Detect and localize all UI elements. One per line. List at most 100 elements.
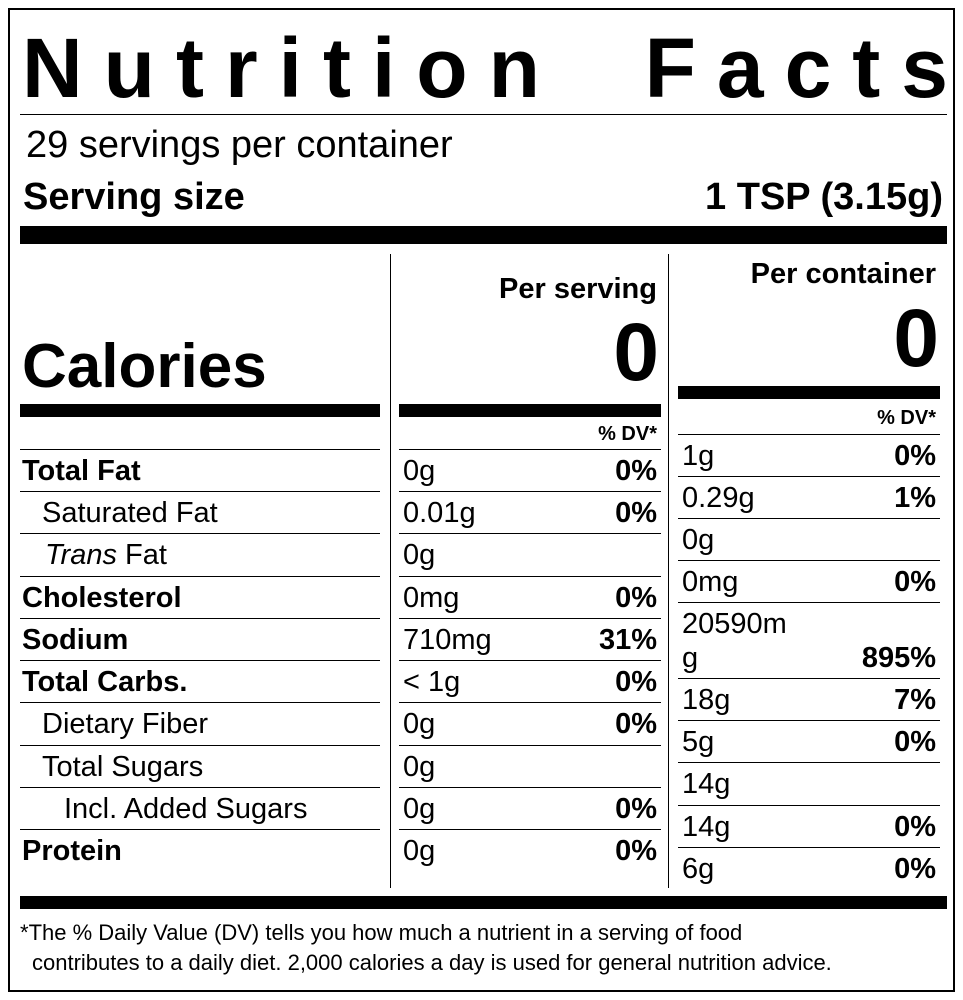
container-amount-sodium-line1: 20590m — [682, 608, 787, 640]
trans-italic: Trans — [45, 539, 117, 571]
container-amount-total-fat: 1g — [682, 440, 715, 472]
serving-amount-total-fat: 0g — [403, 455, 436, 487]
serving-dv-protein: 0% — [615, 835, 657, 867]
serving-amount-cholesterol: 0mg — [403, 582, 460, 614]
container-amount-added-sugars: 14g — [682, 811, 731, 843]
serving-dv-cholesterol: 0% — [615, 582, 657, 614]
serving-dv-added-sugars: 0% — [615, 793, 657, 825]
rule-container — [678, 560, 940, 561]
serving-amount-total-sugars: 0g — [403, 751, 436, 783]
rule-serving — [399, 491, 661, 492]
rule-left — [20, 702, 380, 703]
calories-per-container: 0 — [893, 293, 939, 384]
nutrient-label-cholesterol: Cholesterol — [22, 582, 182, 614]
container-amount-protein: 6g — [682, 853, 715, 885]
servings-per-container: 29 servings per container — [26, 124, 453, 166]
rule-container — [678, 762, 940, 763]
container-dv-cholesterol: 0% — [894, 566, 936, 598]
footnote-text1: The % Daily Value (DV) tells you how muc… — [28, 920, 743, 945]
nutrient-label-added-sugars: Incl. Added Sugars — [64, 793, 308, 825]
calories-rule-container — [678, 386, 940, 399]
nutrition-label-frame — [8, 8, 955, 992]
rule-left — [20, 449, 380, 450]
container-dv-saturated-fat: 1% — [894, 482, 936, 514]
container-dv-dietary-fiber: 0% — [894, 726, 936, 758]
container-dv-total-carbs: 7% — [894, 684, 936, 716]
dv-header-container: % DV* — [877, 407, 936, 429]
container-amount-total-sugars: 14g — [682, 768, 731, 800]
nutrient-label-sodium: Sodium — [22, 624, 129, 656]
nutrient-label-total-carbs: Total Carbs. — [22, 666, 188, 698]
rule-serving — [399, 449, 661, 450]
rule-serving — [399, 533, 661, 534]
footnote-line1: *The % Daily Value (DV) tells you how mu… — [20, 918, 832, 948]
calories-rule-left — [20, 404, 380, 417]
rule-container — [678, 476, 940, 477]
serving-size-label: Serving size — [23, 176, 245, 218]
serving-amount-saturated-fat: 0.01g — [403, 497, 476, 529]
rule-left — [20, 576, 380, 577]
container-amount-sodium-line2: g — [682, 642, 699, 674]
dv-header-serving: % DV* — [598, 423, 657, 445]
rule-left — [20, 787, 380, 788]
column-divider-serving — [390, 254, 391, 888]
rule-left — [20, 745, 380, 746]
container-amount-dietary-fiber: 5g — [682, 726, 715, 758]
container-amount-cholesterol: 0mg — [682, 566, 739, 598]
rule-left — [20, 618, 380, 619]
serving-dv-dietary-fiber: 0% — [615, 708, 657, 740]
rule-serving — [399, 618, 661, 619]
rule-serving — [399, 829, 661, 830]
serving-amount-protein: 0g — [403, 835, 436, 867]
serving-dv-total-fat: 0% — [615, 455, 657, 487]
nutrient-label-total-sugars: Total Sugars — [42, 751, 204, 783]
serving-amount-sodium: 710mg — [403, 624, 492, 656]
divider-under-title — [20, 114, 947, 115]
rule-container — [678, 847, 940, 848]
container-amount-saturated-fat: 0.29g — [682, 482, 755, 514]
rule-left — [20, 829, 380, 830]
rule-left — [20, 533, 380, 534]
nutrient-label-dietary-fiber: Dietary Fiber — [42, 708, 208, 740]
serving-size-value: 1 TSP (3.15g) — [705, 176, 943, 218]
serving-amount-dietary-fiber: 0g — [403, 708, 436, 740]
per-container-header: Per container — [750, 258, 936, 290]
container-amount-total-carbs: 18g — [682, 684, 731, 716]
nutrient-label-saturated-fat: Saturated Fat — [42, 497, 218, 529]
serving-dv-sodium: 31% — [598, 624, 657, 656]
calories-rule-serving — [399, 404, 661, 417]
rule-container — [678, 805, 940, 806]
rule-container — [678, 720, 940, 721]
serving-amount-total-carbs: < 1g — [403, 666, 461, 698]
rule-serving — [399, 745, 661, 746]
container-dv-sodium: 895% — [861, 642, 936, 674]
calories-label: Calories — [22, 332, 267, 401]
per-serving-header: Per serving — [499, 273, 657, 305]
footnote: *The % Daily Value (DV) tells you how mu… — [20, 918, 832, 978]
container-dv-added-sugars: 0% — [894, 811, 936, 843]
rule-container — [678, 602, 940, 603]
title-word-facts: Facts — [644, 21, 963, 115]
nutrient-label-trans-fat: Trans Fat — [45, 538, 167, 572]
rule-serving — [399, 576, 661, 577]
container-dv-protein: 0% — [894, 853, 936, 885]
serving-amount-added-sugars: 0g — [403, 793, 436, 825]
container-dv-total-fat: 0% — [894, 440, 936, 472]
rule-container — [678, 518, 940, 519]
title-word-nutrition: Nutrition — [22, 21, 561, 115]
thick-divider-bottom — [20, 896, 947, 909]
trans-fat-rest: Fat — [116, 539, 167, 571]
calories-per-serving: 0 — [613, 307, 659, 398]
nutrient-label-protein: Protein — [22, 835, 122, 867]
rule-serving — [399, 787, 661, 788]
rule-container — [678, 678, 940, 679]
footnote-asterisk: * — [20, 920, 29, 945]
column-divider-container — [668, 254, 669, 888]
rule-left — [20, 491, 380, 492]
thick-divider-top — [20, 226, 947, 244]
serving-dv-saturated-fat: 0% — [615, 497, 657, 529]
serving-dv-total-carbs: 0% — [615, 666, 657, 698]
rule-container — [678, 434, 940, 435]
serving-amount-trans-fat: 0g — [403, 539, 436, 571]
footnote-line2: contributes to a daily diet. 2,000 calor… — [32, 950, 832, 975]
